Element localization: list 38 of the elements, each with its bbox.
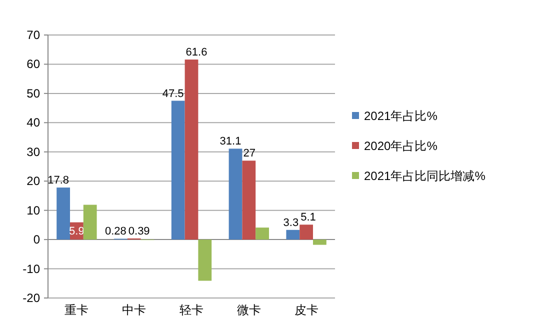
bar [286, 230, 300, 240]
legend-label: 2021年占比同比增减% [364, 169, 486, 183]
bar [300, 224, 313, 240]
data-label: 47.5 [162, 88, 184, 100]
bar [242, 160, 256, 240]
bar [198, 240, 212, 281]
y-tick-label: 70 [26, 28, 40, 42]
bar [184, 60, 198, 240]
y-tick-label: -10 [22, 262, 40, 276]
x-tick-label: 轻卡 [180, 303, 204, 317]
data-label: 61.6 [186, 46, 208, 59]
bar [228, 148, 242, 240]
bar [171, 100, 185, 240]
legend-label: 2021年占比% [364, 109, 438, 123]
data-label: 27 [243, 148, 256, 160]
data-label: 3.3 [283, 216, 299, 229]
data-label: 0.28 [104, 226, 126, 238]
data-label: 17.8 [48, 174, 70, 187]
y-tick-label: 50 [26, 86, 40, 100]
y-tick-label: 0 [33, 232, 40, 247]
y-tick-label: 60 [26, 57, 40, 72]
data-label: 31.1 [220, 136, 242, 148]
y-tick-label: 30 [26, 144, 40, 159]
bar [56, 188, 70, 240]
x-tick-label: 重卡 [64, 303, 89, 317]
y-tick-label: 10 [26, 203, 40, 218]
data-label: 5.1 [300, 212, 316, 224]
bar [312, 240, 326, 245]
bar [256, 228, 269, 240]
legend-label: 2020年占比% [364, 139, 438, 153]
x-tick-label: 中卡 [122, 303, 146, 317]
y-tick-label: 20 [26, 174, 40, 188]
x-tick-label: 皮卡 [294, 303, 318, 317]
bar [83, 204, 97, 240]
y-tick-label: 40 [26, 116, 40, 130]
data-label: 0.39 [128, 225, 150, 238]
y-tick-label: -20 [22, 291, 40, 305]
x-tick-label: 微卡 [236, 303, 261, 317]
